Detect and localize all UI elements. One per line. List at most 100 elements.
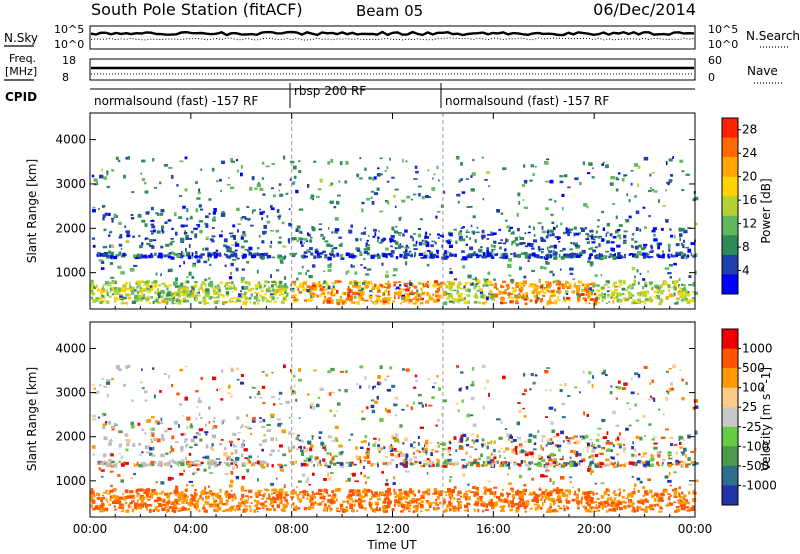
data-cell: [561, 193, 565, 197]
data-cell: [433, 300, 438, 303]
data-cell: [115, 287, 121, 290]
data-cell: [145, 491, 149, 494]
data-cell: [682, 496, 686, 499]
data-cell: [385, 270, 389, 274]
data-cell: [680, 293, 684, 297]
data-cell: [157, 421, 160, 425]
data-cell: [285, 400, 290, 404]
data-cell: [197, 291, 200, 294]
data-cell: [284, 255, 287, 259]
data-cell: [363, 257, 366, 261]
data-cell: [642, 414, 646, 418]
data-cell: [236, 465, 238, 469]
data-cell: [186, 276, 189, 279]
data-cell: [450, 282, 455, 286]
data-cell: [657, 256, 663, 258]
data-cell: [445, 253, 448, 257]
data-cell: [501, 499, 505, 503]
data-cell: [498, 291, 501, 296]
data-cell: [394, 188, 399, 191]
data-cell: [476, 256, 480, 259]
data-cell: [199, 463, 203, 466]
data-cell: [682, 502, 687, 504]
data-cell: [634, 372, 639, 376]
data-cell: [628, 492, 633, 497]
data-cell: [181, 459, 185, 463]
data-cell: [152, 158, 155, 162]
data-cell: [525, 500, 530, 504]
data-cell: [587, 465, 591, 468]
data-cell: [183, 432, 187, 436]
data-cell: [98, 252, 101, 256]
data-cell: [150, 495, 154, 499]
data-cell: [301, 244, 304, 247]
data-cell: [578, 462, 581, 465]
data-cell: [114, 495, 118, 498]
data-cell: [649, 251, 654, 253]
data-cell: [161, 282, 166, 285]
data-cell: [175, 231, 178, 236]
data-cell: [102, 423, 107, 426]
data-cell: [601, 503, 606, 508]
data-cell: [102, 494, 105, 497]
data-cell: [219, 488, 222, 493]
data-cell: [222, 294, 225, 298]
data-cell: [594, 464, 599, 468]
data-cell: [392, 482, 396, 485]
data-cell: [510, 460, 512, 464]
data-cell: [212, 426, 215, 429]
data-cell: [273, 501, 278, 504]
data-cell: [109, 262, 114, 265]
data-cell: [159, 254, 164, 257]
data-cell: [580, 293, 585, 296]
data-cell: [322, 281, 325, 285]
data-cell: [456, 498, 461, 501]
data-cell: [270, 187, 274, 190]
cpid-segment-label: normalsound (fast) -157 RF: [94, 94, 258, 108]
data-cell: [257, 281, 261, 284]
data-cell: [179, 473, 184, 476]
data-cell: [515, 285, 519, 288]
data-cell: [385, 247, 389, 251]
data-cell: [282, 245, 287, 248]
data-cell: [302, 287, 307, 292]
data-cell: [657, 464, 660, 467]
data-cell: [327, 269, 332, 272]
data-cell: [690, 242, 695, 245]
data-cell: [490, 491, 494, 495]
data-cell: [368, 294, 371, 297]
data-cell: [256, 252, 259, 257]
data-cell: [449, 268, 452, 270]
data-cell: [118, 498, 121, 503]
data-cell: [414, 300, 419, 305]
data-cell: [366, 268, 372, 271]
data-cell: [414, 165, 418, 169]
data-cell: [487, 480, 491, 483]
data-cell: [626, 402, 630, 405]
data-cell: [195, 390, 199, 393]
data-cell: [148, 496, 152, 498]
data-cell: [154, 394, 156, 399]
data-cell: [591, 234, 594, 237]
data-cell: [449, 497, 452, 501]
data-cell: [302, 462, 307, 467]
data-cell: [144, 237, 148, 240]
data-cell: [470, 224, 473, 228]
data-cell: [560, 256, 565, 260]
data-cell: [211, 286, 214, 289]
data-cell: [308, 233, 311, 237]
data-cell: [491, 249, 494, 252]
data-cell: [130, 421, 134, 426]
data-cell: [231, 291, 234, 293]
data-cell: [201, 281, 205, 285]
data-cell: [585, 301, 588, 304]
data-cell: [315, 492, 320, 495]
data-cell: [92, 418, 97, 421]
data-cell: [105, 280, 109, 285]
data-cell: [363, 266, 367, 269]
data-cell: [140, 504, 145, 508]
data-cell: [402, 251, 406, 254]
data-cell: [463, 256, 468, 261]
data-cell: [297, 272, 302, 275]
data-cell: [322, 285, 326, 288]
